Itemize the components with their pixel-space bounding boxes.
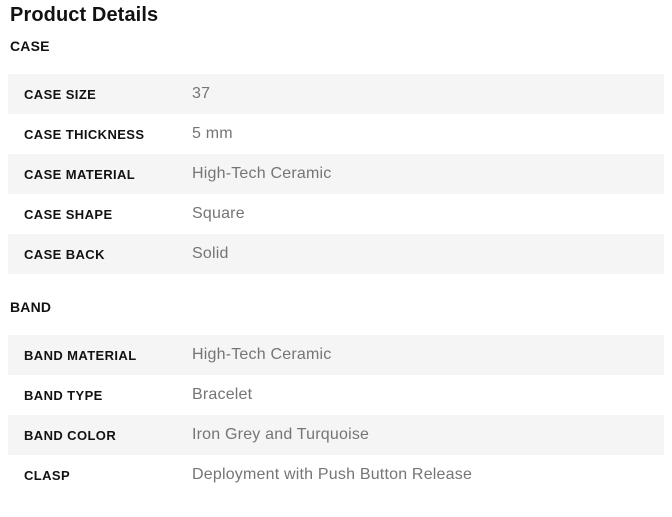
spec-label: CASE SHAPE xyxy=(24,206,113,222)
product-details-panel: Product Details CASE CASE SIZE 37 CASE T… xyxy=(0,4,672,495)
spec-value: Square xyxy=(192,205,245,222)
spec-label: BAND MATERIAL xyxy=(24,347,137,363)
spec-value: High-Tech Ceramic xyxy=(192,346,332,363)
spec-row-case-shape: CASE SHAPE Square xyxy=(8,194,664,234)
spec-value: Iron Grey and Turquoise xyxy=(192,426,370,443)
spec-row-band-material: BAND MATERIAL High-Tech Ceramic xyxy=(8,335,664,375)
spec-value: Solid xyxy=(192,245,229,262)
spec-row-case-size: CASE SIZE 37 xyxy=(8,74,664,114)
spec-label: CASE BACK xyxy=(24,246,105,262)
spec-label: CASE SIZE xyxy=(24,86,97,102)
band-section: BAND BAND MATERIAL High-Tech Ceramic BAN… xyxy=(0,299,672,495)
spec-label: CASE THICKNESS xyxy=(24,126,145,142)
spec-value: High-Tech Ceramic xyxy=(192,165,332,182)
spec-row-case-material: CASE MATERIAL High-Tech Ceramic xyxy=(8,154,664,194)
case-section: CASE CASE SIZE 37 CASE THICKNESS 5 mm CA… xyxy=(0,38,672,274)
band-section-heading: BAND xyxy=(10,299,52,315)
spec-value: 5 mm xyxy=(192,125,233,142)
spec-value: Bracelet xyxy=(192,386,253,403)
spec-value: Deployment with Push Button Release xyxy=(192,466,473,483)
page-title: Product Details xyxy=(10,4,159,26)
spec-row-case-back: CASE BACK Solid xyxy=(8,234,664,274)
spec-label: BAND COLOR xyxy=(24,427,117,443)
spec-row-band-color: BAND COLOR Iron Grey and Turquoise xyxy=(8,415,664,455)
case-section-heading: CASE xyxy=(10,38,50,54)
case-spec-table: CASE SIZE 37 CASE THICKNESS 5 mm CASE MA… xyxy=(8,74,664,274)
spec-label: CASE MATERIAL xyxy=(24,166,136,182)
band-spec-table: BAND MATERIAL High-Tech Ceramic BAND TYP… xyxy=(8,335,664,495)
spec-row-case-thickness: CASE THICKNESS 5 mm xyxy=(8,114,664,154)
spec-label: CLASP xyxy=(24,467,71,483)
spec-row-band-type: BAND TYPE Bracelet xyxy=(8,375,664,415)
spec-value: 37 xyxy=(192,85,211,102)
spec-row-clasp: CLASP Deployment with Push Button Releas… xyxy=(8,455,664,495)
spec-label: BAND TYPE xyxy=(24,387,103,403)
